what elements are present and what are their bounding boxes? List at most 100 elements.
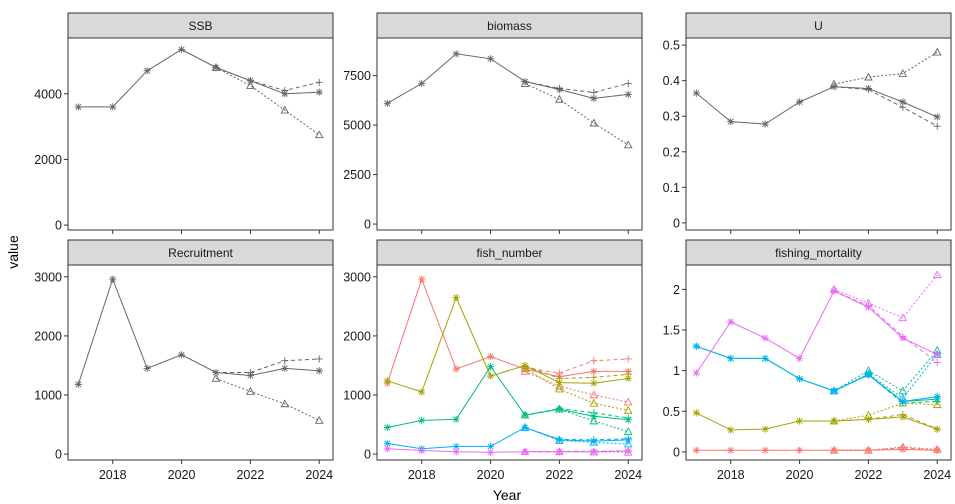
data-point: [829, 386, 839, 395]
data-point: [589, 398, 599, 407]
series-line: [387, 426, 629, 450]
y-tick-label: 2: [673, 283, 680, 297]
series-line: [833, 413, 938, 430]
panel-title: U: [814, 19, 823, 33]
y-tick-label: 0.2: [663, 145, 680, 159]
data-point: [555, 374, 564, 383]
data-point: [795, 354, 804, 363]
panel-strip: [67, 239, 334, 266]
data-point: [795, 417, 804, 425]
data-point: [623, 447, 633, 456]
series-line: [833, 290, 938, 363]
data-point: [795, 446, 804, 454]
data-point: [383, 439, 391, 448]
data-point: [692, 89, 700, 97]
data-point: [623, 140, 633, 149]
data-point: [315, 367, 323, 375]
data-point: [692, 369, 700, 377]
panel-area: [376, 37, 643, 231]
data-point: [486, 372, 495, 380]
data-point: [383, 99, 391, 107]
data-point: [589, 390, 599, 399]
y-tick-label: 0: [673, 445, 680, 459]
data-point: [727, 426, 735, 434]
series-line: [833, 274, 938, 319]
series-line: [387, 53, 629, 104]
data-point: [555, 435, 564, 444]
series-line: [695, 86, 938, 125]
y-tick-label: 0: [55, 219, 62, 233]
y-tick-label: 0.5: [663, 39, 680, 53]
data-point: [692, 446, 700, 454]
data-point: [898, 69, 908, 77]
data-point: [829, 79, 839, 88]
panel-ssb: SSB 0 2000 4000: [34, 12, 334, 234]
data-point: [590, 436, 598, 444]
data-point: [74, 380, 82, 388]
data-point: [727, 446, 735, 454]
data-point: [933, 122, 941, 130]
data-point: [590, 379, 598, 387]
series-line: [696, 412, 938, 431]
data-point: [452, 293, 460, 302]
panel-strip: [376, 239, 643, 266]
data-point: [933, 350, 941, 358]
data-point: [486, 363, 495, 371]
data-point: [795, 375, 804, 383]
y-tick-label: 0: [673, 216, 680, 230]
data-point: [143, 364, 151, 373]
x-tick-label: 2024: [614, 468, 642, 482]
series-line: [77, 277, 320, 385]
data-point: [864, 410, 873, 419]
panel-title: fish_number: [476, 246, 542, 260]
data-point: [452, 448, 460, 456]
data-point: [246, 386, 255, 395]
series-line: [524, 427, 629, 441]
data-point: [555, 378, 564, 387]
series-line: [387, 296, 629, 393]
series-line: [215, 378, 320, 421]
data-point: [280, 399, 290, 408]
data-point: [315, 78, 323, 86]
data-point: [933, 393, 941, 401]
data-point: [383, 377, 391, 385]
data-point: [246, 368, 255, 377]
y-tick-label: 2000: [34, 329, 62, 343]
data-point: [624, 79, 632, 88]
data-point: [177, 45, 186, 54]
data-point: [898, 313, 908, 322]
data-point: [761, 354, 769, 363]
y-tick-label: 4000: [34, 87, 62, 101]
series-line: [524, 83, 629, 146]
data-point: [452, 415, 460, 423]
data-point: [589, 447, 599, 456]
data-point: [383, 423, 391, 432]
data-point: [281, 357, 289, 365]
data-point: [177, 351, 186, 359]
series-line: [696, 345, 938, 403]
series-line: [833, 374, 938, 404]
data-point: [898, 393, 908, 402]
data-point: [933, 358, 941, 367]
y-tick-label: 2000: [343, 329, 371, 343]
data-point: [486, 55, 495, 63]
y-tick-label: 1000: [34, 389, 62, 403]
data-point: [74, 103, 82, 111]
series-line: [215, 67, 320, 136]
data-point: [555, 384, 564, 393]
y-tick-label: 0.3: [663, 110, 680, 124]
data-point: [933, 113, 941, 121]
series-line: [833, 51, 938, 85]
data-point: [932, 47, 942, 56]
data-point: [590, 88, 598, 97]
x-tick-label: 2018: [408, 468, 436, 482]
data-point: [281, 364, 289, 373]
data-point: [452, 442, 460, 451]
data-point: [727, 354, 735, 363]
data-point: [899, 98, 907, 106]
series-line: [833, 402, 938, 422]
data-point: [727, 318, 735, 326]
panel-recruitment: Recruitment 0 1000 2000 3000 2018 2020 2022 2024: [34, 239, 334, 482]
x-tick-label: 2020: [477, 468, 505, 482]
